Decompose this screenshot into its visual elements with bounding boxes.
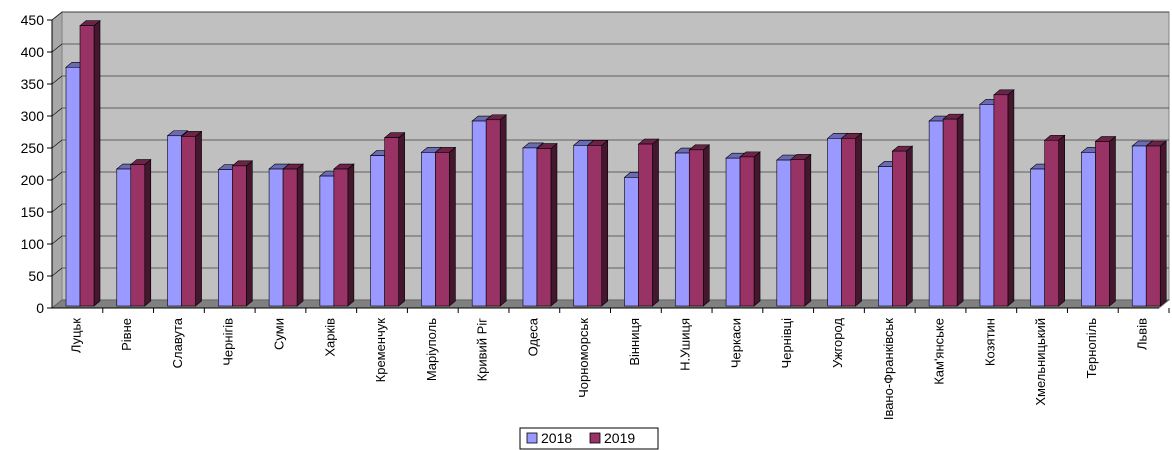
bar-2019-14 xyxy=(789,153,812,307)
legend-label-2019: 2019 xyxy=(604,430,635,446)
y-axis: 0 50 100 150 200 250 300 350 400 450 xyxy=(21,12,53,316)
bar-2019-21 xyxy=(1145,140,1168,307)
legend-label-2018: 2018 xyxy=(541,430,572,446)
x-category-label: Чернівці xyxy=(779,318,794,369)
y-tick-label: 100 xyxy=(21,236,45,252)
bar-2019-7 xyxy=(434,146,457,307)
x-category-label: Вінниця xyxy=(627,318,642,366)
y-tick-label: 50 xyxy=(28,268,44,284)
x-category-label: Чернігів xyxy=(221,318,236,366)
y-tick-label: 200 xyxy=(21,172,45,188)
bar-2019-0 xyxy=(79,20,101,307)
x-category-label: Ужгород xyxy=(830,318,845,368)
bar-2019-20 xyxy=(1094,135,1117,307)
bar-2019-6 xyxy=(383,132,406,307)
x-category-label: Тернопіль xyxy=(1084,318,1099,379)
y-tick-label: 450 xyxy=(21,12,45,28)
x-axis: Луцьк Рівне Славута Чернігів Суми Харків Креме… xyxy=(52,307,1170,420)
legend-box xyxy=(519,427,659,450)
legend-swatch-2018 xyxy=(526,432,538,444)
bar-2019-9 xyxy=(536,142,558,307)
bar-2019-10 xyxy=(586,139,609,307)
x-category-label: Чорноморськ xyxy=(576,318,591,398)
x-category-label: Рівне xyxy=(119,318,134,351)
bar-2019-15 xyxy=(840,132,863,307)
bar-2019-17 xyxy=(942,113,964,307)
y-tick-label: 300 xyxy=(21,108,45,124)
x-category-label: Харків xyxy=(322,318,337,357)
x-category-label: Суми xyxy=(271,318,286,350)
y-tick-label: 0 xyxy=(36,300,44,316)
x-category-label: Кременчук xyxy=(373,318,388,383)
bar-2019-2 xyxy=(180,130,203,307)
legend-swatch-2019 xyxy=(589,432,601,444)
bar-2019-19 xyxy=(1043,134,1066,307)
x-category-label: Маріуполь xyxy=(424,318,439,381)
y-tick-label: 400 xyxy=(21,44,45,60)
x-category-label: Одеса xyxy=(525,317,540,356)
x-category-label: Луцьк xyxy=(68,318,83,353)
bar-2019-8 xyxy=(485,114,508,307)
bar-2019-18 xyxy=(993,89,1015,307)
x-category-label: Козятин xyxy=(982,318,997,366)
x-category-label: Черкаси xyxy=(728,318,743,368)
bar-2019-4 xyxy=(282,163,304,307)
x-category-label: Кам'янське xyxy=(932,318,947,385)
bars xyxy=(65,20,1168,307)
bar-2019-13 xyxy=(739,151,761,307)
bar-2019-1 xyxy=(129,158,152,307)
legend: 2018 2019 xyxy=(519,427,659,450)
bar-2019-11 xyxy=(637,138,660,307)
y-tick-label: 150 xyxy=(21,204,45,220)
bar-2019-16 xyxy=(891,145,914,307)
x-category-label: Славута xyxy=(170,317,185,368)
x-category-label: Кривий Ріг xyxy=(475,318,490,382)
x-category-label: Хмельницький xyxy=(1033,318,1048,406)
bar-2019-5 xyxy=(333,163,355,307)
x-category-label: Івано-Франківськ xyxy=(881,318,896,420)
bar-2019-12 xyxy=(688,144,711,307)
x-category-label: Н.Ушиця xyxy=(678,318,693,371)
x-category-label: Львів xyxy=(1135,318,1150,350)
y-tick-label: 350 xyxy=(21,76,45,92)
bar-2019-3 xyxy=(231,160,254,307)
y-tick-label: 250 xyxy=(21,140,45,156)
